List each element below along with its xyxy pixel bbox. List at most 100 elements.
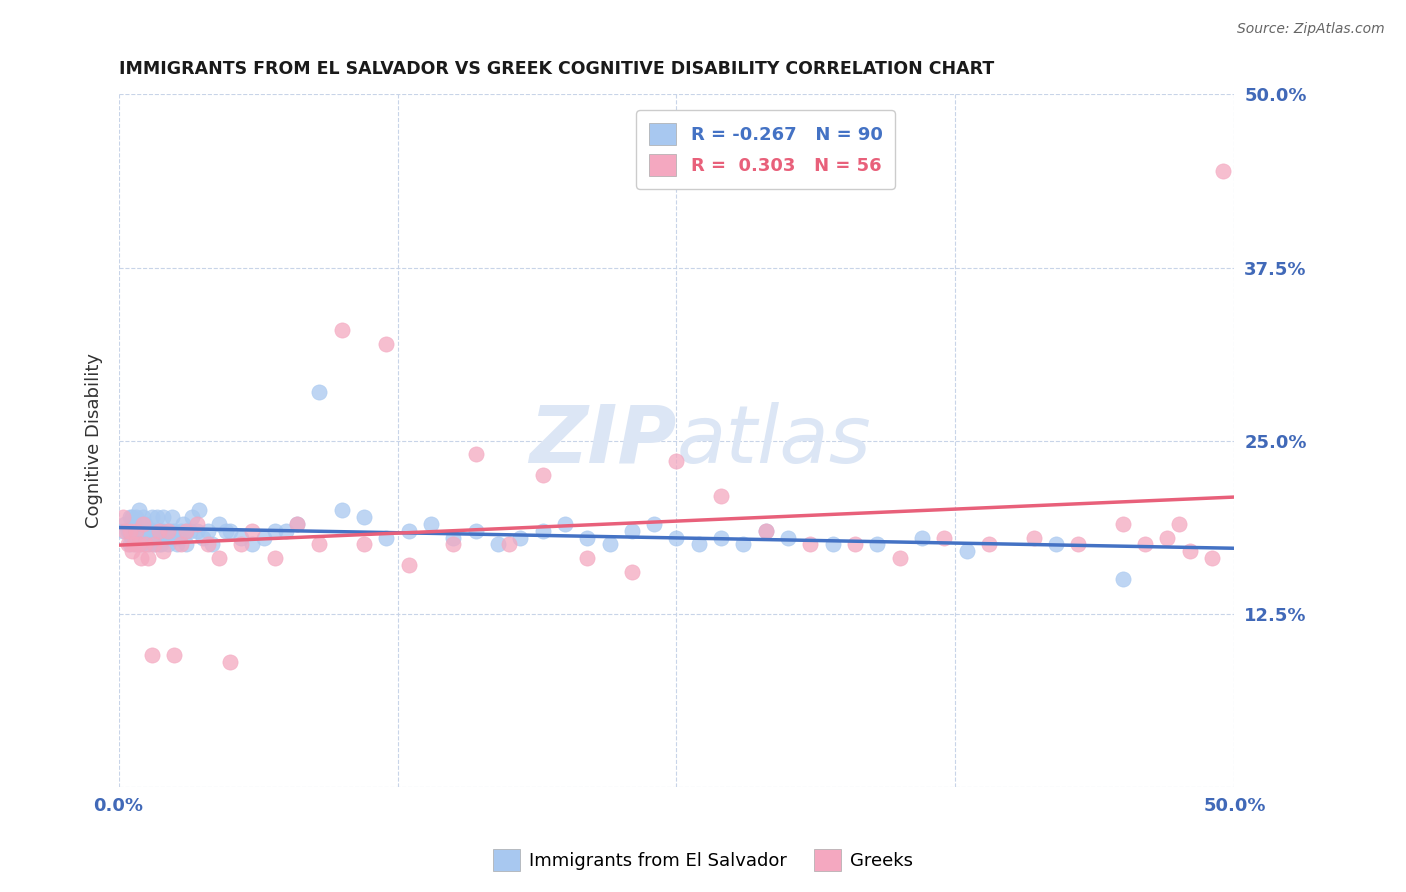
Point bbox=[160, 509, 183, 524]
Point bbox=[509, 531, 531, 545]
Point bbox=[148, 524, 170, 538]
Point bbox=[129, 524, 152, 538]
Point bbox=[152, 509, 174, 524]
Point bbox=[152, 544, 174, 558]
Point bbox=[121, 509, 143, 524]
Point bbox=[129, 551, 152, 566]
Point bbox=[1167, 516, 1189, 531]
Point bbox=[114, 524, 136, 538]
Point bbox=[464, 524, 486, 538]
Point bbox=[821, 537, 844, 551]
Point bbox=[117, 537, 139, 551]
Point bbox=[911, 531, 934, 545]
Point bbox=[136, 524, 159, 538]
Point bbox=[141, 648, 163, 663]
Point bbox=[219, 655, 242, 669]
Text: ZIP: ZIP bbox=[529, 401, 676, 480]
Point bbox=[665, 531, 688, 545]
Point bbox=[398, 558, 420, 573]
Point bbox=[117, 524, 139, 538]
Point bbox=[844, 537, 866, 551]
Point bbox=[242, 524, 264, 538]
Point bbox=[866, 537, 889, 551]
Point bbox=[643, 516, 665, 531]
Point bbox=[122, 524, 145, 538]
Point bbox=[208, 516, 231, 531]
Point bbox=[1133, 537, 1156, 551]
Point bbox=[149, 537, 172, 551]
Point bbox=[1112, 516, 1135, 531]
Point bbox=[778, 531, 800, 545]
Point bbox=[498, 537, 520, 551]
Point bbox=[112, 524, 135, 538]
Point bbox=[143, 537, 166, 551]
Point bbox=[799, 537, 821, 551]
Point bbox=[486, 537, 509, 551]
Point bbox=[122, 537, 145, 551]
Point bbox=[231, 531, 253, 545]
Point bbox=[599, 537, 621, 551]
Point bbox=[263, 551, 285, 566]
Point bbox=[197, 524, 219, 538]
Legend: R = -0.267   N = 90, R =  0.303   N = 56: R = -0.267 N = 90, R = 0.303 N = 56 bbox=[637, 111, 896, 189]
Point bbox=[208, 551, 231, 566]
Point bbox=[710, 489, 733, 503]
Point bbox=[170, 524, 193, 538]
Point bbox=[375, 336, 398, 351]
Point bbox=[159, 524, 181, 538]
Point bbox=[755, 524, 778, 538]
Point bbox=[193, 531, 215, 545]
Point bbox=[121, 544, 143, 558]
Point bbox=[1022, 531, 1045, 545]
Point bbox=[174, 537, 197, 551]
Point bbox=[139, 524, 162, 538]
Point bbox=[132, 509, 155, 524]
Point bbox=[143, 524, 166, 538]
Point bbox=[118, 524, 141, 538]
Point bbox=[1201, 551, 1223, 566]
Point bbox=[136, 551, 159, 566]
Point bbox=[155, 531, 177, 545]
Point bbox=[174, 524, 197, 538]
Point bbox=[118, 537, 141, 551]
Point bbox=[934, 531, 956, 545]
Point bbox=[156, 524, 179, 538]
Point bbox=[186, 516, 208, 531]
Point bbox=[620, 524, 643, 538]
Point bbox=[141, 531, 163, 545]
Point bbox=[353, 537, 375, 551]
Point bbox=[172, 516, 194, 531]
Point bbox=[554, 516, 576, 531]
Point bbox=[755, 524, 778, 538]
Point bbox=[576, 551, 599, 566]
Point bbox=[1156, 531, 1178, 545]
Point bbox=[145, 531, 167, 545]
Point bbox=[285, 516, 308, 531]
Point bbox=[156, 537, 179, 551]
Point bbox=[163, 531, 186, 545]
Point bbox=[242, 537, 264, 551]
Point bbox=[125, 509, 148, 524]
Point bbox=[128, 524, 150, 538]
Point bbox=[114, 516, 136, 531]
Point bbox=[464, 448, 486, 462]
Point bbox=[398, 524, 420, 538]
Point bbox=[889, 551, 911, 566]
Point bbox=[141, 509, 163, 524]
Point bbox=[112, 509, 135, 524]
Point bbox=[441, 531, 464, 545]
Point bbox=[219, 524, 242, 538]
Point bbox=[118, 509, 141, 524]
Point bbox=[132, 516, 155, 531]
Point bbox=[253, 531, 276, 545]
Text: IMMIGRANTS FROM EL SALVADOR VS GREEK COGNITIVE DISABILITY CORRELATION CHART: IMMIGRANTS FROM EL SALVADOR VS GREEK COG… bbox=[118, 60, 994, 78]
Point bbox=[201, 537, 224, 551]
Point bbox=[129, 537, 152, 551]
Y-axis label: Cognitive Disability: Cognitive Disability bbox=[86, 353, 103, 528]
Point bbox=[531, 468, 554, 483]
Point bbox=[197, 537, 219, 551]
Point bbox=[167, 531, 190, 545]
Point bbox=[1045, 537, 1067, 551]
Point bbox=[665, 454, 688, 468]
Point bbox=[143, 537, 166, 551]
